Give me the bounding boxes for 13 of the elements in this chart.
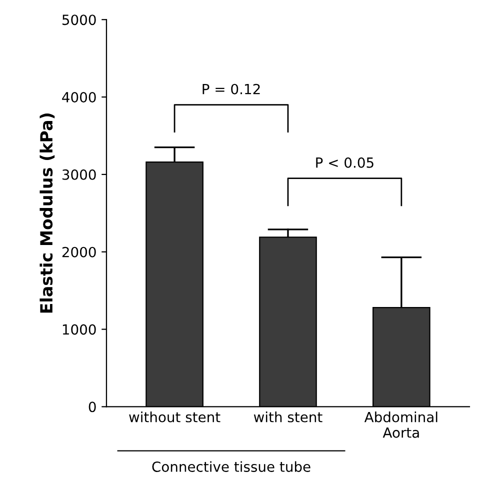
y-tick-label: 5000 <box>62 14 96 26</box>
annotation: P < 0.05 <box>316 157 374 168</box>
y-tick-label: 1000 <box>62 324 96 335</box>
y-tick-label: 3000 <box>62 169 96 180</box>
y-axis-title: Elastic Modulus (kPa) <box>40 114 55 313</box>
x-tick-label: Abdominal Aorta <box>364 412 438 438</box>
x-tick-label: without stent <box>129 412 220 422</box>
y-tick-label: 2000 <box>62 246 96 258</box>
annotation: P = 0.12 <box>202 84 260 94</box>
x-tick-label: with stent <box>254 412 322 422</box>
y-tick-label: 0 <box>88 402 96 412</box>
text: Connective tissue tube <box>152 461 310 472</box>
y-tick-label: 4000 <box>62 92 96 102</box>
